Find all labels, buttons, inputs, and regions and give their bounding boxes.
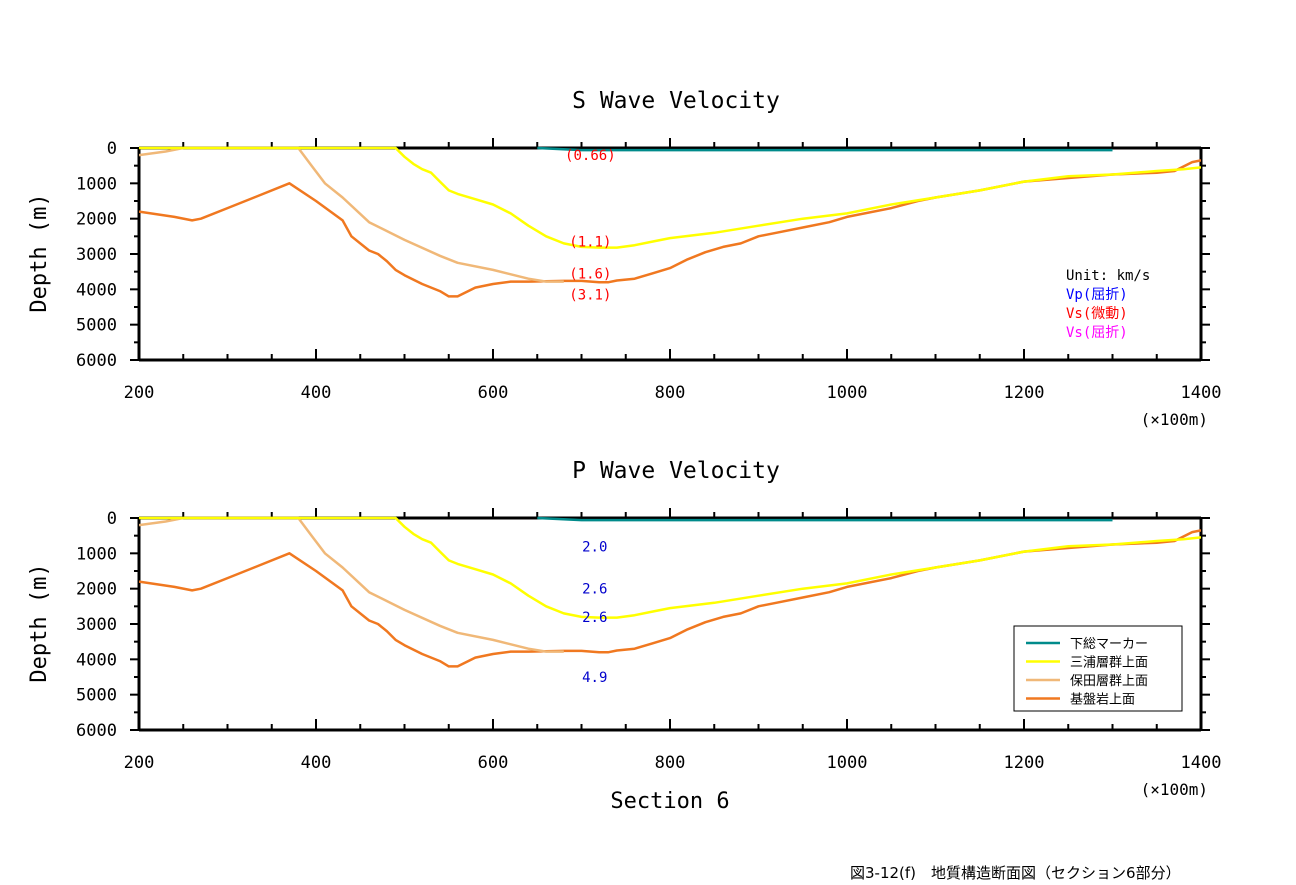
series-line: [139, 159, 1201, 298]
x-unit-label: (×100m): [1141, 780, 1208, 799]
velocity-annotation: 2.6: [582, 582, 607, 598]
x-tick-label: 400: [301, 383, 332, 403]
velocity-annotation: (1.1): [569, 235, 611, 251]
chart-title: P Wave Velocity: [572, 458, 780, 484]
s-wave-chart: S Wave Velocity Depth (m) (×100m) 200 400…: [27, 88, 1221, 429]
series-line: [537, 516, 1113, 522]
series-group: [139, 146, 1201, 298]
series-group: [139, 516, 1201, 668]
series-line: [139, 516, 1201, 619]
y-tick-label: 3000: [76, 245, 117, 265]
x-tick-label: 1400: [1181, 383, 1222, 403]
y-tick-label: 1000: [76, 544, 117, 564]
velocity-annotation: (1.6): [569, 266, 611, 282]
x-tick-label: 1200: [1004, 383, 1045, 403]
y-tick-label: 1000: [76, 174, 117, 194]
series-line: [537, 146, 1113, 152]
x-tick-label: 200: [124, 753, 155, 773]
velocity-annotation: (0.66): [565, 148, 616, 164]
y-tick-label: 2000: [76, 210, 117, 230]
figure-caption: 図3-12(f) 地質構造断面図（セクション6部分）: [850, 864, 1181, 882]
plot-area: 200 400 600 800 1000 1200 1400 0 1000 2000 3000 400…: [76, 508, 1221, 773]
unit-note: Unit: km/s: [1066, 268, 1150, 284]
velocity-legend-vp-refraction: Vp(屈折): [1066, 287, 1128, 303]
x-tick-label: 400: [301, 753, 332, 773]
legend-box: [1013, 625, 1183, 712]
x-axis-label: Section 6: [610, 789, 729, 814]
velocity-annotation: 4.9: [582, 670, 607, 686]
y-axis-label: Depth (m): [27, 563, 52, 682]
x-tick-label: 1000: [827, 383, 868, 403]
velocity-annotation: (3.1): [569, 288, 611, 304]
velocity-legend-vs-refraction: Vs(屈折): [1066, 325, 1128, 341]
y-tick-label: 2000: [76, 580, 117, 600]
y-tick-label: 6000: [76, 721, 117, 741]
y-tick-label: 5000: [76, 316, 117, 336]
y-tick-label: 5000: [76, 686, 117, 706]
x-tick-label: 1200: [1004, 753, 1045, 773]
y-tick-label: 3000: [76, 615, 117, 635]
y-axis-label: Depth (m): [27, 193, 52, 312]
x-tick-label: 1400: [1181, 753, 1222, 773]
velocity-unit-legend: Unit: km/s Vp(屈折) Vs(微動) Vs(屈折): [1066, 268, 1150, 341]
velocity-annotation: 2.0: [582, 539, 607, 555]
y-tick-label: 0: [107, 139, 117, 159]
y-tick-label: 4000: [76, 650, 117, 670]
legend-label: 基盤岩上面: [1070, 693, 1135, 708]
series-line: [139, 146, 564, 283]
x-tick-label: 1000: [827, 753, 868, 773]
legend-label: 下総マーカー: [1070, 637, 1148, 652]
y-tick-label: 6000: [76, 351, 117, 371]
figure-canvas: S Wave Velocity Depth (m) (×100m) 200 400…: [27, 88, 1221, 814]
plot-area: 200 400 600 800 1000 1200 1400 0 1000 2000 3000 400…: [76, 138, 1221, 403]
p-wave-chart: P Wave Velocity Depth (m) Section 6 (×10…: [27, 458, 1221, 814]
velocity-legend-vs-microtremor: Vs(微動): [1066, 306, 1128, 322]
y-tick-label: 0: [107, 509, 117, 529]
legend-label: 保田層群上面: [1070, 674, 1148, 689]
series-line: [139, 146, 1201, 249]
x-tick-label: 800: [655, 753, 686, 773]
legend-label: 三浦層群上面: [1070, 656, 1148, 671]
velocity-annotation: 2.6: [582, 610, 607, 626]
chart-title: S Wave Velocity: [572, 88, 780, 114]
y-tick-label: 4000: [76, 280, 117, 300]
x-tick-label: 800: [655, 383, 686, 403]
x-tick-label: 600: [478, 753, 509, 773]
series-line: [139, 516, 564, 653]
x-tick-label: 200: [124, 383, 155, 403]
x-unit-label: (×100m): [1141, 410, 1208, 429]
x-tick-label: 600: [478, 383, 509, 403]
